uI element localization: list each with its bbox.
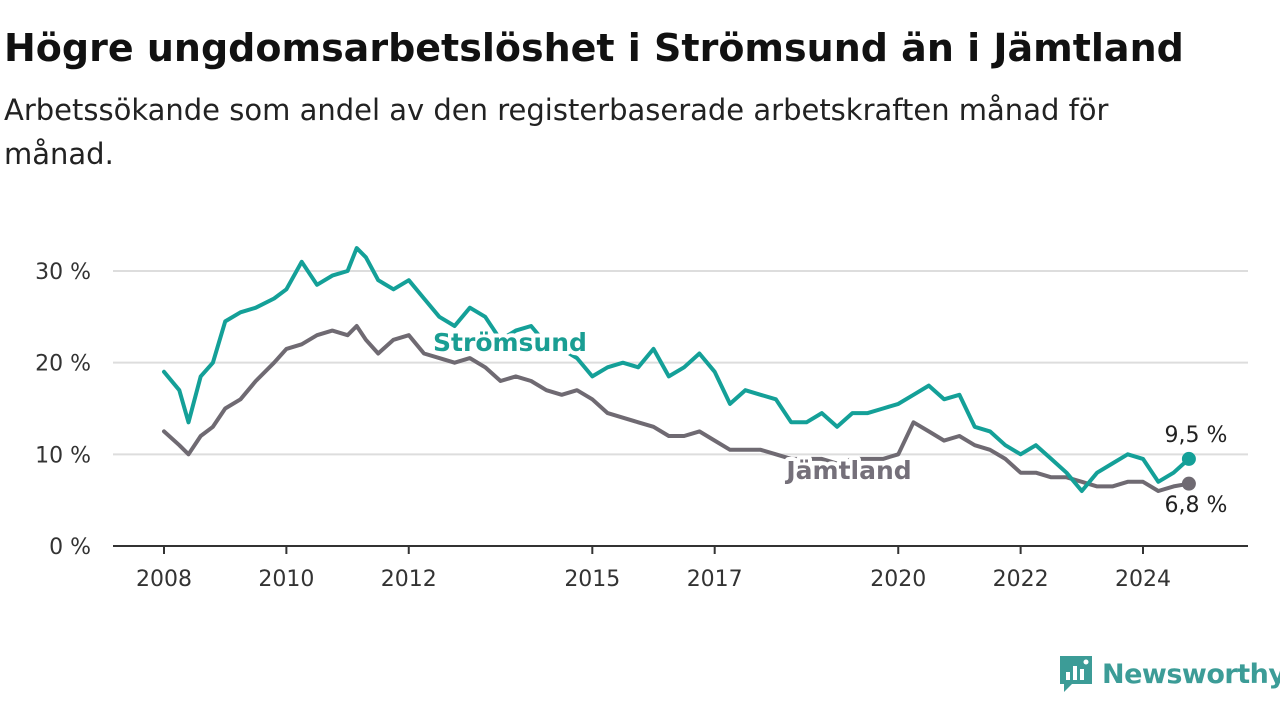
x-tick-label: 2017 [687, 567, 743, 592]
y-tick-label: 10 % [35, 443, 91, 468]
x-tick-label: 2012 [381, 567, 437, 592]
end-label-halo: 6,8 % [1165, 493, 1228, 518]
series-label-jamtland: Jämtland [784, 456, 911, 485]
chart-subtitle: Arbetssökande som andel av den registerb… [4, 93, 1109, 171]
series-label-stromsund: Strömsund [433, 328, 587, 357]
series-label-halo: Strömsund [433, 328, 587, 357]
axes: 0 % 10 % 20 % 30 % 2008 2010 2012 2015 2017 2020 2… [35, 260, 1248, 592]
series-line-jamtland [162, 324, 1191, 493]
series-end-point-jamtland [1181, 476, 1196, 491]
series-line-stromsund [162, 246, 1191, 493]
x-tick-label: 2020 [870, 567, 926, 592]
end-label-halo: 9,5 % [1165, 423, 1228, 448]
end-value-label-jamtland: 6,8 % [1165, 493, 1228, 518]
series-lines [162, 246, 1196, 493]
logo-text: Newsworthy [1102, 658, 1280, 690]
series-end-point-stromsund [1181, 451, 1196, 466]
x-tick-label: 2008 [136, 567, 192, 592]
gridlines [113, 270, 1248, 456]
y-tick-label: 20 % [35, 352, 91, 377]
newsworthy-chart-icon [1060, 656, 1092, 692]
newsworthy-logo: Newsworthy [1058, 654, 1280, 694]
y-tick-label: 0 % [49, 535, 91, 560]
chart-title: Högre ungdomsarbetslöshet i Strömsund än… [4, 26, 1184, 70]
x-tick-label: 2024 [1115, 567, 1171, 592]
x-tick-label: 2015 [564, 567, 620, 592]
x-tick-label: 2022 [993, 567, 1049, 592]
series-label-halo: Jämtland [784, 456, 911, 485]
x-tick-label: 2010 [258, 567, 314, 592]
y-tick-label: 30 % [35, 260, 91, 285]
end-value-label-stromsund: 9,5 % [1165, 423, 1228, 448]
